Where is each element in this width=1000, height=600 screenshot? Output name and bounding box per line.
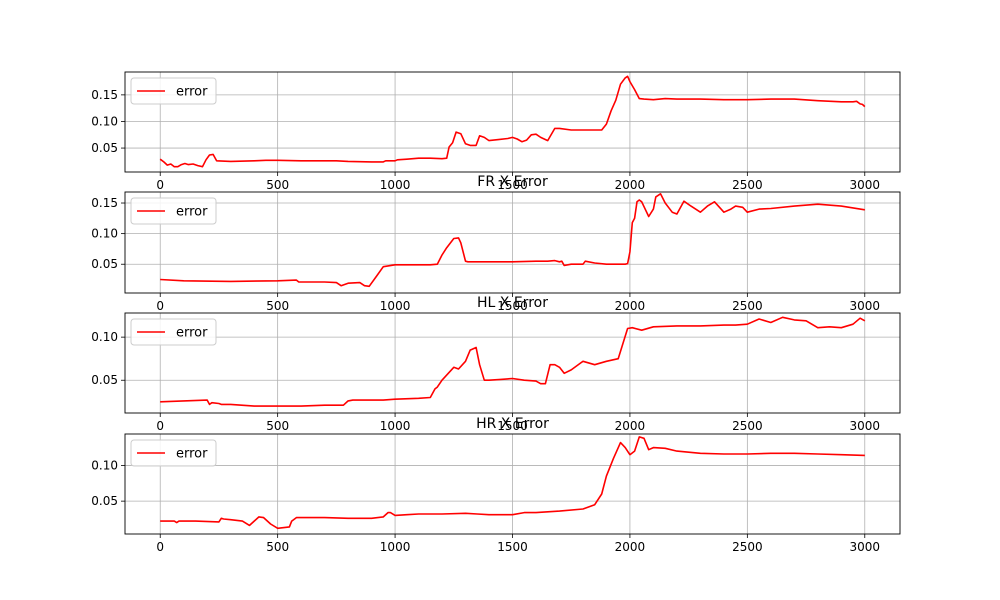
x-tick-label: 3000 <box>849 178 880 192</box>
x-tick-label: 2500 <box>732 540 763 554</box>
x-tick-label: 1000 <box>380 419 411 433</box>
x-tick-label: 500 <box>266 299 289 313</box>
subplot-2: 0 500 1000 1500 2000 2500 3000 0.05 0.10 0.15 erro… <box>91 191 901 313</box>
y-tick-label: 0.05 <box>91 373 118 387</box>
x-tick-label: 1000 <box>380 299 411 313</box>
x-tick-label: 2000 <box>615 178 646 192</box>
x-tick-label: 1000 <box>380 178 411 192</box>
x-tick-label: 0 <box>156 540 164 554</box>
legend-box <box>130 439 217 467</box>
x-tick-label: 0 <box>156 419 164 433</box>
x-tick-label: 0 <box>156 178 164 192</box>
legend-box <box>130 197 217 225</box>
x-tick-label: 1000 <box>380 540 411 554</box>
x-tick-label: 2000 <box>615 299 646 313</box>
legend-label: error <box>176 326 208 341</box>
y-tick-label: 0.10 <box>91 227 118 241</box>
subplot-title: FR X Error <box>477 174 548 190</box>
y-tick-label: 0.10 <box>91 114 118 128</box>
y-tick-label: 0.10 <box>91 458 118 472</box>
subplot-1: 0 500 1000 1500 2000 2500 3000 0.05 0.10 0.15 erro… <box>91 71 901 192</box>
x-tick-label: 500 <box>266 419 289 433</box>
legend-box <box>130 318 217 346</box>
legend-box <box>130 77 217 105</box>
y-tick-label: 0.05 <box>91 257 118 271</box>
legend: error <box>130 197 217 225</box>
legend: error <box>130 439 217 467</box>
legend: error <box>130 318 217 346</box>
y-tick-label: 0.05 <box>91 494 118 508</box>
y-tick-label: 0.10 <box>91 330 118 344</box>
x-tick-label: 1500 <box>497 178 528 192</box>
x-tick-label: 2000 <box>615 540 646 554</box>
x-tick-label: 1500 <box>497 419 528 433</box>
series-line-error <box>160 316 866 407</box>
y-tick-label: 0.15 <box>91 88 118 102</box>
series-line-error <box>160 193 865 288</box>
legend-label: error <box>176 85 208 100</box>
x-tick-label: 2000 <box>615 419 646 433</box>
legend-label: error <box>176 205 208 220</box>
x-tick-label: 0 <box>156 299 164 313</box>
x-tick-label: 500 <box>266 540 289 554</box>
subplot-title: HL X Error <box>477 295 548 311</box>
x-tick-label: 2500 <box>732 419 763 433</box>
y-tick-label: 0.15 <box>91 196 118 210</box>
legend: error <box>130 77 217 105</box>
series-line-error <box>160 436 865 530</box>
subplot-3: 0 500 1000 1500 2000 2500 3000 0.05 0.10 error <box>91 312 901 433</box>
x-tick-label: 1500 <box>497 299 528 313</box>
x-tick-label: 500 <box>266 178 289 192</box>
subplot-4: 0 500 1000 1500 2000 2500 3000 0.05 0.10 error <box>91 433 901 554</box>
x-tick-label: 1500 <box>497 540 528 554</box>
x-tick-label: 3000 <box>849 299 880 313</box>
x-tick-label: 2500 <box>732 299 763 313</box>
series-line-error <box>159 75 866 168</box>
subplot-title: HR X Error <box>476 416 549 432</box>
x-tick-label: 2500 <box>732 178 763 192</box>
y-tick-label: 0.05 <box>91 141 118 155</box>
x-tick-label: 3000 <box>849 540 880 554</box>
x-tick-label: 3000 <box>849 419 880 433</box>
legend-label: error <box>176 447 208 462</box>
